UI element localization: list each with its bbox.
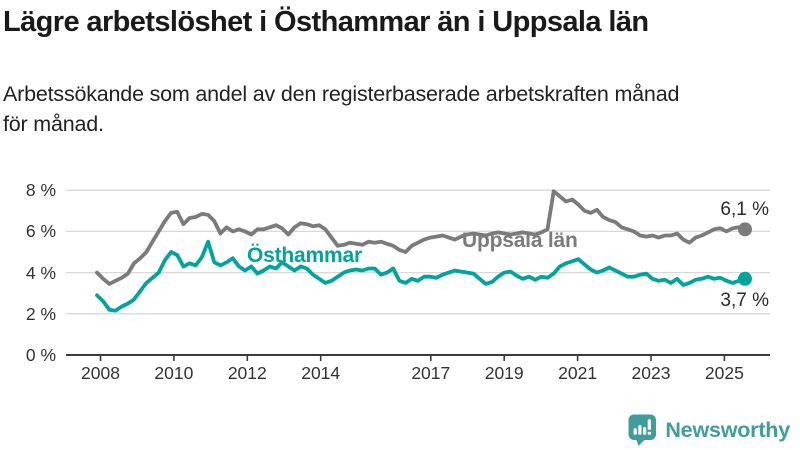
x-axis-tick-label: 2025 (704, 363, 744, 383)
page-title: Lägre arbetslöshet i Östhammar än i Upps… (3, 6, 649, 38)
x-axis-tick-label: 2012 (227, 363, 267, 383)
x-axis-tick-label: 2010 (154, 363, 194, 383)
end-value-uppsala-lan: 6,1 % (720, 199, 769, 220)
x-axis-tick-label: 2014 (301, 363, 341, 383)
y-axis-tick-label: 0 % (25, 345, 56, 365)
y-axis-tick-label: 2 % (25, 303, 56, 324)
x-axis-tick-label: 2017 (411, 363, 451, 383)
series-line-osthammar (95, 239, 747, 313)
series-line-uppsala-lan (95, 189, 747, 286)
series-label-uppsala-lan: Uppsala län (462, 229, 578, 252)
newsworthy-logo[interactable]: Newsworthy (628, 413, 790, 447)
y-axis-tick-label: 4 % (25, 262, 56, 283)
end-value-osthammar: 3,7 % (720, 290, 769, 311)
x-axis-tick-label: 2019 (484, 363, 524, 383)
newsworthy-logo-text: Newsworthy (665, 417, 790, 442)
series-end-dot-uppsala-lan (738, 222, 752, 237)
x-axis-tick-label: 2023 (631, 363, 671, 383)
x-axis-tick-label: 2008 (81, 363, 120, 383)
chart-subtitle: Arbetssökande som andel av den registerb… (3, 79, 791, 139)
series-label-osthammar: Östhammar (247, 244, 362, 267)
series-end-dot-osthammar (738, 271, 752, 286)
subtitle-line-1: Arbetssökande som andel av den registerb… (3, 82, 680, 106)
x-axis-tick-label: 2021 (558, 363, 598, 383)
y-axis-tick-label: 8 % (25, 180, 56, 201)
y-axis-tick-label: 6 % (25, 221, 56, 242)
subtitle-line-2: för månad. (3, 112, 104, 136)
newsworthy-logo-icon (628, 414, 657, 446)
